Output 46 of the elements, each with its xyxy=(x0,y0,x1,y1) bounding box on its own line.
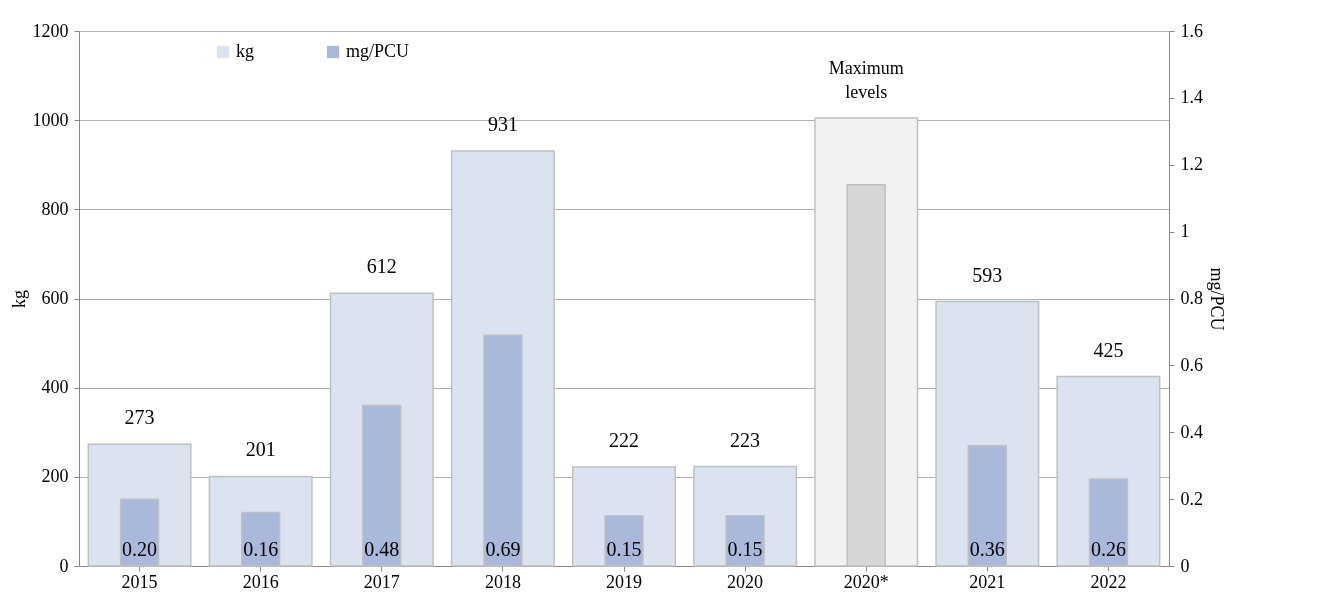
x-tick-label: 2017 xyxy=(363,571,400,592)
y-tick-label: 1200 xyxy=(32,20,69,41)
data-label: 0.26 xyxy=(1090,538,1126,560)
y-tick-label: 400 xyxy=(41,377,69,398)
x-tick-label: 2018 xyxy=(484,571,521,592)
y2-tick-label: 0.6 xyxy=(1180,354,1203,375)
data-label: 0.15 xyxy=(606,538,642,560)
y-tick-label: 600 xyxy=(41,288,69,308)
data-label: 273 xyxy=(124,406,155,429)
data-label: 425 xyxy=(1093,338,1124,361)
x-tick-label: 2022 xyxy=(1090,571,1127,592)
x-tick-label: 2019 xyxy=(606,571,642,592)
y-tick-label: 200 xyxy=(41,466,69,487)
y2-tick-label: 1.6 xyxy=(1180,20,1203,41)
y2-tick-label: 0.8 xyxy=(1180,288,1203,308)
y2-tick-label: 1 xyxy=(1180,221,1190,242)
y2-tick-label: 1.4 xyxy=(1180,87,1203,108)
data-label: 0.16 xyxy=(243,538,279,560)
x-tick-label: 2016 xyxy=(242,571,279,592)
data-label: 0.48 xyxy=(364,538,400,560)
x-tick-label: 2021 xyxy=(969,571,1006,592)
y-axis-title: kg xyxy=(8,290,29,308)
y-tick-label: 0 xyxy=(59,555,69,576)
annotation: Maximum levels xyxy=(828,57,904,102)
legend-label: mg/PCU xyxy=(346,41,410,61)
y2-tick-label: 0 xyxy=(1180,555,1190,576)
data-label: 223 xyxy=(730,428,761,451)
legend-label: kg xyxy=(236,41,254,61)
data-label: 931 xyxy=(487,112,518,135)
data-label: 0.36 xyxy=(969,538,1005,560)
data-label: 0.15 xyxy=(727,538,763,560)
data-label: 222 xyxy=(609,429,639,452)
data-label: 201 xyxy=(245,438,276,461)
x-tick-label: 2020* xyxy=(843,571,889,592)
data-label: 0.69 xyxy=(485,538,521,560)
data-label: 0.20 xyxy=(122,538,158,560)
x-tick-label: 2020 xyxy=(727,571,764,592)
data-label: 612 xyxy=(366,255,397,278)
y-tick-label: 1000 xyxy=(32,109,69,130)
y2-axis-title: mg/PCU xyxy=(1207,267,1227,331)
y2-tick-label: 0.2 xyxy=(1180,488,1203,509)
y2-tick-label: 1.2 xyxy=(1180,154,1203,175)
y2-tick-label: 0.4 xyxy=(1180,421,1203,442)
y-tick-label: 800 xyxy=(41,198,69,219)
data-label: 593 xyxy=(972,263,1003,286)
x-tick-label: 2015 xyxy=(121,571,158,592)
